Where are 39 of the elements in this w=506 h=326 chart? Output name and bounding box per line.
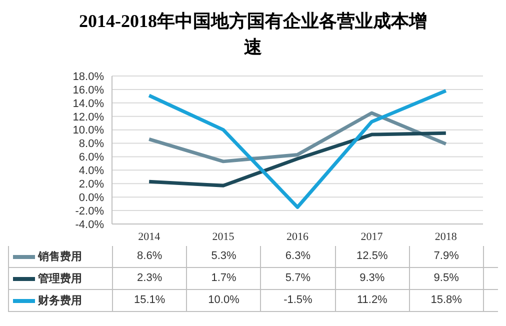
data-label: 15.1% xyxy=(113,290,188,311)
legend-label: 销售费用 xyxy=(38,250,82,264)
x-tick-label: 2015 xyxy=(212,230,235,243)
y-tick-label: 2.0% xyxy=(78,178,104,191)
data-label: 8.6% xyxy=(113,246,188,267)
y-tick-label: 16.0% xyxy=(72,84,104,96)
data-label: 7.9% xyxy=(410,246,484,267)
x-tick-label: 2017 xyxy=(360,230,384,243)
data-label: 10.0% xyxy=(187,290,262,311)
data-label: 15.8% xyxy=(410,290,484,311)
data-label: 1.7% xyxy=(187,268,262,289)
y-tick-label: 6.0% xyxy=(78,152,104,164)
data-label: 11.2% xyxy=(336,290,410,311)
data-label: 5.7% xyxy=(261,268,336,289)
y-tick-label: 4.0% xyxy=(78,165,104,178)
y-tick-label: 0.0% xyxy=(78,192,104,204)
chart-title: 2014-2018年中国地方国有企业各营业成本增速 xyxy=(78,10,428,59)
y-tick-label: 12.0% xyxy=(72,111,104,124)
data-label: 9.3% xyxy=(336,268,410,289)
data-label: 5.3% xyxy=(187,246,262,267)
data-label: 6.3% xyxy=(261,246,336,267)
line-series xyxy=(147,89,448,209)
y-tick-label: 10.0% xyxy=(72,124,104,137)
x-tick-label: 2018 xyxy=(434,230,458,243)
legend-label: 管理费用 xyxy=(38,272,82,286)
data-label: 12.5% xyxy=(336,246,410,267)
y-tick-label: 8.0% xyxy=(78,138,104,150)
line-series xyxy=(147,111,448,164)
y-tick-label: -4.0% xyxy=(75,218,104,231)
y-tick-label: -2.0% xyxy=(75,205,104,218)
data-label: -1.5% xyxy=(261,290,336,311)
legend-label: 财务费用 xyxy=(38,294,82,308)
data-label: 2.3% xyxy=(113,268,188,289)
x-tick-label: 2014 xyxy=(138,230,161,243)
x-tick-label: 2016 xyxy=(286,230,309,243)
y-tick-label: 14.0% xyxy=(72,98,104,110)
y-tick-label: 18.0% xyxy=(72,70,104,83)
data-label: 9.5% xyxy=(410,268,484,289)
line-series xyxy=(147,131,448,188)
